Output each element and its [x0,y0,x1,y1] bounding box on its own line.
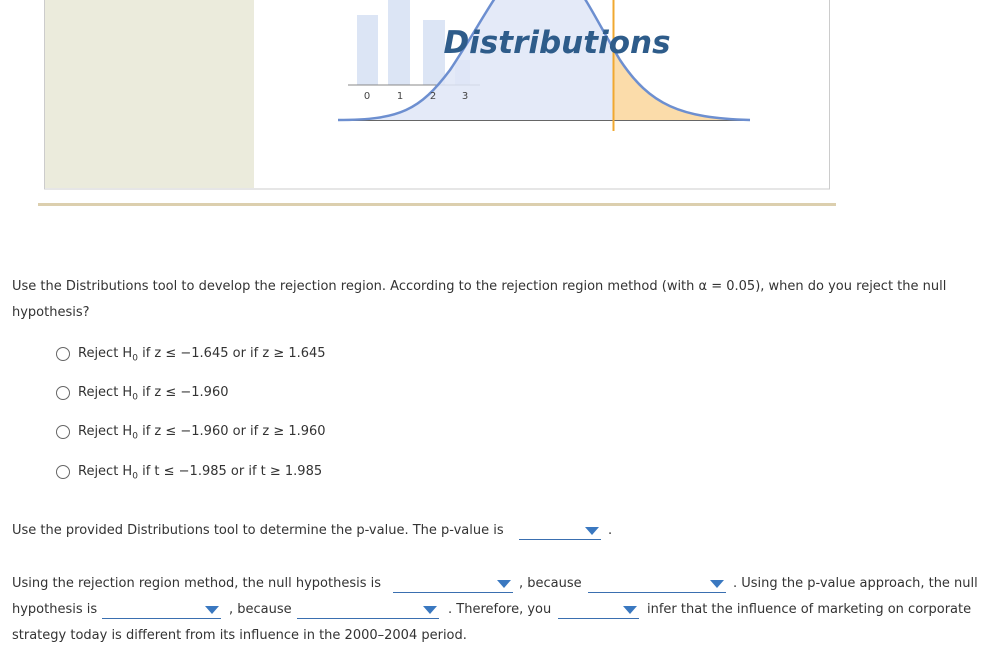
logo-title: Distributions [443,25,670,61]
dropdown[interactable] [519,523,601,540]
option-text: Reject H [78,385,133,400]
banner-panel [45,0,254,188]
question-text: Use the provided Distributions tool to d… [12,523,504,538]
option[interactable]: Reject H0 if z ≤ −1.960 [56,385,229,406]
question-text: infer that the influence of marketing on… [647,602,972,617]
dropdown[interactable] [393,576,513,593]
question-text: Use the Distributions tool to develop th… [12,279,947,320]
option-text: if z ≤ −1.960 or if z ≥ 1.960 [137,424,326,439]
option[interactable]: Reject H0 if z ≤ −1.960 or if z ≥ 1.960 [56,424,326,445]
option-text: if z ≤ −1.960 [137,385,229,400]
question-text: . [608,523,613,538]
option-text: Reject H [78,424,133,439]
question-text: Using the rejection region method, the n… [12,576,382,591]
question-text: hypothesis is [12,602,98,617]
option-text: Reject H [78,346,133,361]
dropdown[interactable] [588,576,726,593]
question-text: . Therefore, you [448,602,552,617]
radio[interactable] [56,424,70,439]
logo-tick: 1 [397,91,403,102]
question-text: . Using the p-value approach, the null [733,576,978,591]
logo-tail [613,48,750,120]
radio[interactable] [56,385,70,400]
option[interactable]: Reject H0 if z ≤ −1.645 or if z ≥ 1.645 [56,346,326,367]
radio[interactable] [56,464,70,479]
logo-curve-area [338,0,750,120]
option-text: if z ≤ −1.645 or if z ≥ 1.645 [137,346,326,361]
option[interactable]: Reject H0 if t ≤ −1.985 or if t ≥ 1.985 [56,464,322,485]
option-text: if t ≤ −1.985 or if t ≥ 1.985 [137,464,323,479]
option-sub: 0 [132,392,138,403]
radio[interactable] [56,346,70,361]
option-text: Reject H [78,464,133,479]
logo-curve [337,0,751,122]
question-text: strategy today is different from its inf… [12,628,467,643]
option-sub: 0 [132,431,138,442]
option-sub: 0 [132,471,138,482]
dropdown[interactable] [102,602,221,619]
logo-tick: 0 [364,91,370,102]
divider [38,203,836,206]
logo-tick: 2 [430,91,436,102]
question-text: , because [229,602,292,617]
logo-tick: 3 [462,91,468,102]
dropdown[interactable] [558,602,639,619]
dropdown[interactable] [297,602,439,619]
banner: 0 1 2 3 Distributions [38,0,836,206]
option-sub: 0 [132,353,138,364]
question-text: , because [519,576,582,591]
